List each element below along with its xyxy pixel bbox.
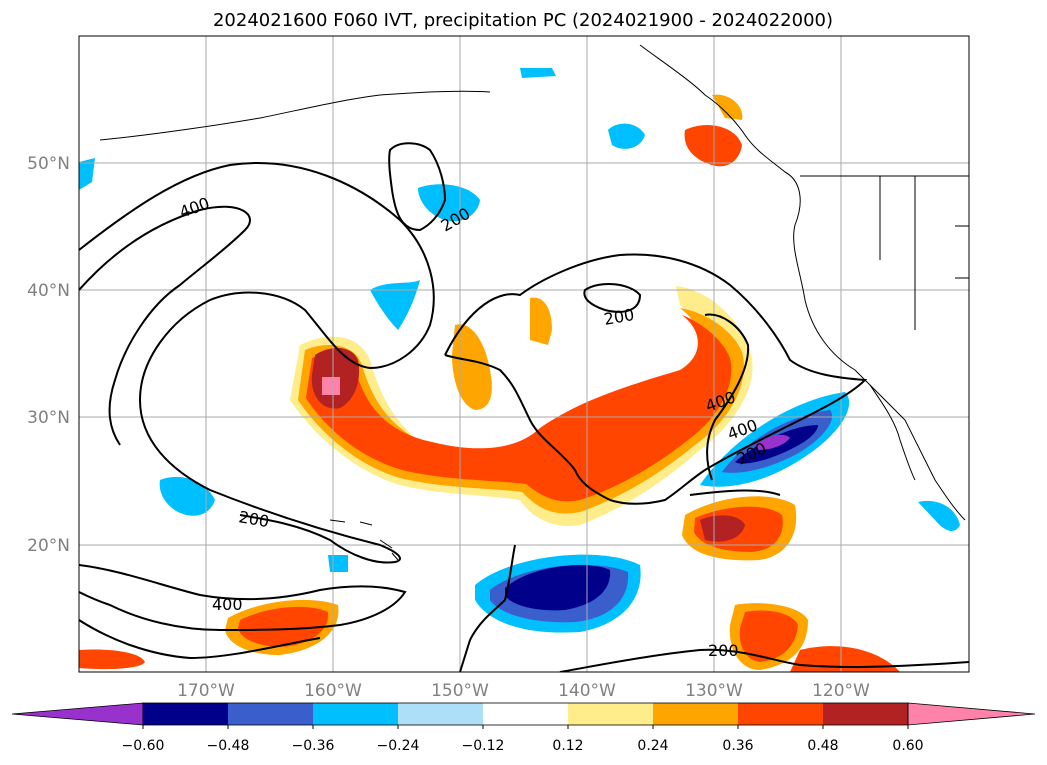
colorbar-tick-label: 0.24 bbox=[637, 738, 668, 754]
positive-anomaly-small bbox=[452, 324, 492, 410]
negative-anomaly-north bbox=[370, 280, 420, 330]
negative-anomaly-alaska bbox=[520, 68, 556, 78]
colorbar-extend-max bbox=[907, 702, 1036, 726]
negative-anomaly-bc bbox=[918, 500, 960, 532]
colorbar-segment bbox=[143, 703, 228, 725]
colorbar-extend-min bbox=[11, 702, 144, 726]
colorbar-tick-label: 0.48 bbox=[807, 738, 838, 754]
colorbar-tick-label: 0.36 bbox=[722, 738, 753, 754]
positive-anomaly-band-inner bbox=[306, 315, 732, 502]
positive-anomaly-southwest-core bbox=[238, 606, 329, 647]
baja-peninsula bbox=[869, 384, 916, 481]
ivt-contour-southwest bbox=[79, 564, 407, 632]
negative-anomaly-far-west bbox=[79, 158, 95, 190]
positive-peak bbox=[322, 377, 340, 395]
map-area: 400 200 200 400 200 400 200 400 200 bbox=[78, 35, 970, 673]
lat-label: 30°N bbox=[27, 408, 70, 428]
positive-anomaly-bottom-right-core bbox=[739, 610, 798, 662]
colorbar-tick-label: 0.60 bbox=[892, 738, 923, 754]
colorbar-tick-label: −0.12 bbox=[462, 738, 505, 754]
negative-anomaly-peak bbox=[755, 434, 790, 450]
lon-label: 140°W bbox=[558, 681, 616, 701]
us-state-lines bbox=[879, 176, 969, 330]
map-frame bbox=[78, 35, 970, 673]
ivt-contour-east bbox=[704, 313, 750, 481]
contour-label-200: 200 bbox=[708, 641, 739, 660]
colorbar-segment bbox=[228, 703, 313, 725]
colorbar-segment bbox=[653, 703, 738, 725]
contour-label-400: 400 bbox=[212, 595, 243, 614]
colorbar-segments bbox=[11, 702, 1036, 726]
colorbar-segment bbox=[483, 703, 568, 725]
colorbar: −0.60 −0.48 −0.36 −0.24 −0.12 0.12 0.24 0.36 0.4… bbox=[11, 702, 1036, 754]
ivt-contour-ring-north bbox=[388, 142, 447, 232]
colorbar-tick-label: −0.36 bbox=[292, 738, 335, 754]
colorbar-segment bbox=[313, 703, 398, 725]
colorbar-tick-label: −0.48 bbox=[207, 738, 250, 754]
lat-label: 40°N bbox=[27, 281, 70, 301]
lon-label: 170°W bbox=[177, 681, 235, 701]
north-american-coast bbox=[639, 44, 966, 521]
ivt-contour-center bbox=[444, 253, 868, 505]
negative-anomaly-gulf-of-alaska bbox=[418, 184, 480, 222]
colorbar-segment bbox=[738, 703, 823, 725]
colorbar-segment bbox=[398, 703, 483, 725]
ivt-contour-south bbox=[459, 544, 516, 672]
ivt-contour-outer-west bbox=[79, 162, 435, 564]
graticule bbox=[79, 36, 969, 672]
ivt-contour-bottom bbox=[559, 648, 969, 672]
positive-anomaly-pacific-northwest bbox=[684, 125, 742, 167]
lon-label: 120°W bbox=[812, 681, 870, 701]
latitude-labels: 50°N 40°N 30°N 20°N bbox=[27, 154, 70, 556]
negative-anomaly-northwest bbox=[608, 123, 645, 149]
negative-anomaly-hawaii bbox=[328, 555, 348, 572]
colorbar-tick-label: 0.12 bbox=[552, 738, 583, 754]
hawaii-islands bbox=[329, 519, 399, 561]
colorbar-frame bbox=[142, 702, 909, 726]
negative-anomaly-west bbox=[159, 476, 215, 516]
ivt-contour-southeast bbox=[689, 489, 781, 496]
lat-label: 50°N bbox=[27, 154, 70, 174]
precip-fill-layer bbox=[79, 68, 960, 672]
ivt-contour-inner-west bbox=[79, 205, 251, 446]
map-title: 2024021600 F060 IVT, precipitation PC (2… bbox=[213, 10, 833, 31]
lon-label: 150°W bbox=[431, 681, 489, 701]
positive-anomaly-bottom-left-edge bbox=[79, 649, 145, 670]
colorbar-ticks: −0.60 −0.48 −0.36 −0.24 −0.12 0.12 0.24 0.36 0.4… bbox=[122, 725, 924, 754]
ivt-contour-southwest-inner bbox=[79, 619, 321, 660]
lat-label: 20°N bbox=[27, 536, 70, 556]
colorbar-tick-label: −0.60 bbox=[122, 738, 165, 754]
ivt-contours bbox=[79, 142, 969, 672]
ivt-contour-small-center bbox=[583, 283, 642, 313]
colorbar-tick-label: −0.24 bbox=[377, 738, 420, 754]
positive-anomaly-coast bbox=[712, 94, 743, 120]
coastlines bbox=[99, 44, 969, 561]
lon-label: 160°W bbox=[304, 681, 362, 701]
colorbar-segment bbox=[568, 703, 653, 725]
colorbar-segment bbox=[823, 703, 908, 725]
positive-anomaly-small-yellow bbox=[530, 297, 552, 345]
lon-label: 130°W bbox=[685, 681, 743, 701]
negative-anomaly-south-max bbox=[505, 565, 611, 611]
alaska-coast bbox=[99, 90, 491, 141]
positive-anomaly-southeast-max bbox=[700, 515, 745, 542]
longitude-labels: 170°W 160°W 150°W 140°W 130°W 120°W bbox=[177, 681, 870, 701]
